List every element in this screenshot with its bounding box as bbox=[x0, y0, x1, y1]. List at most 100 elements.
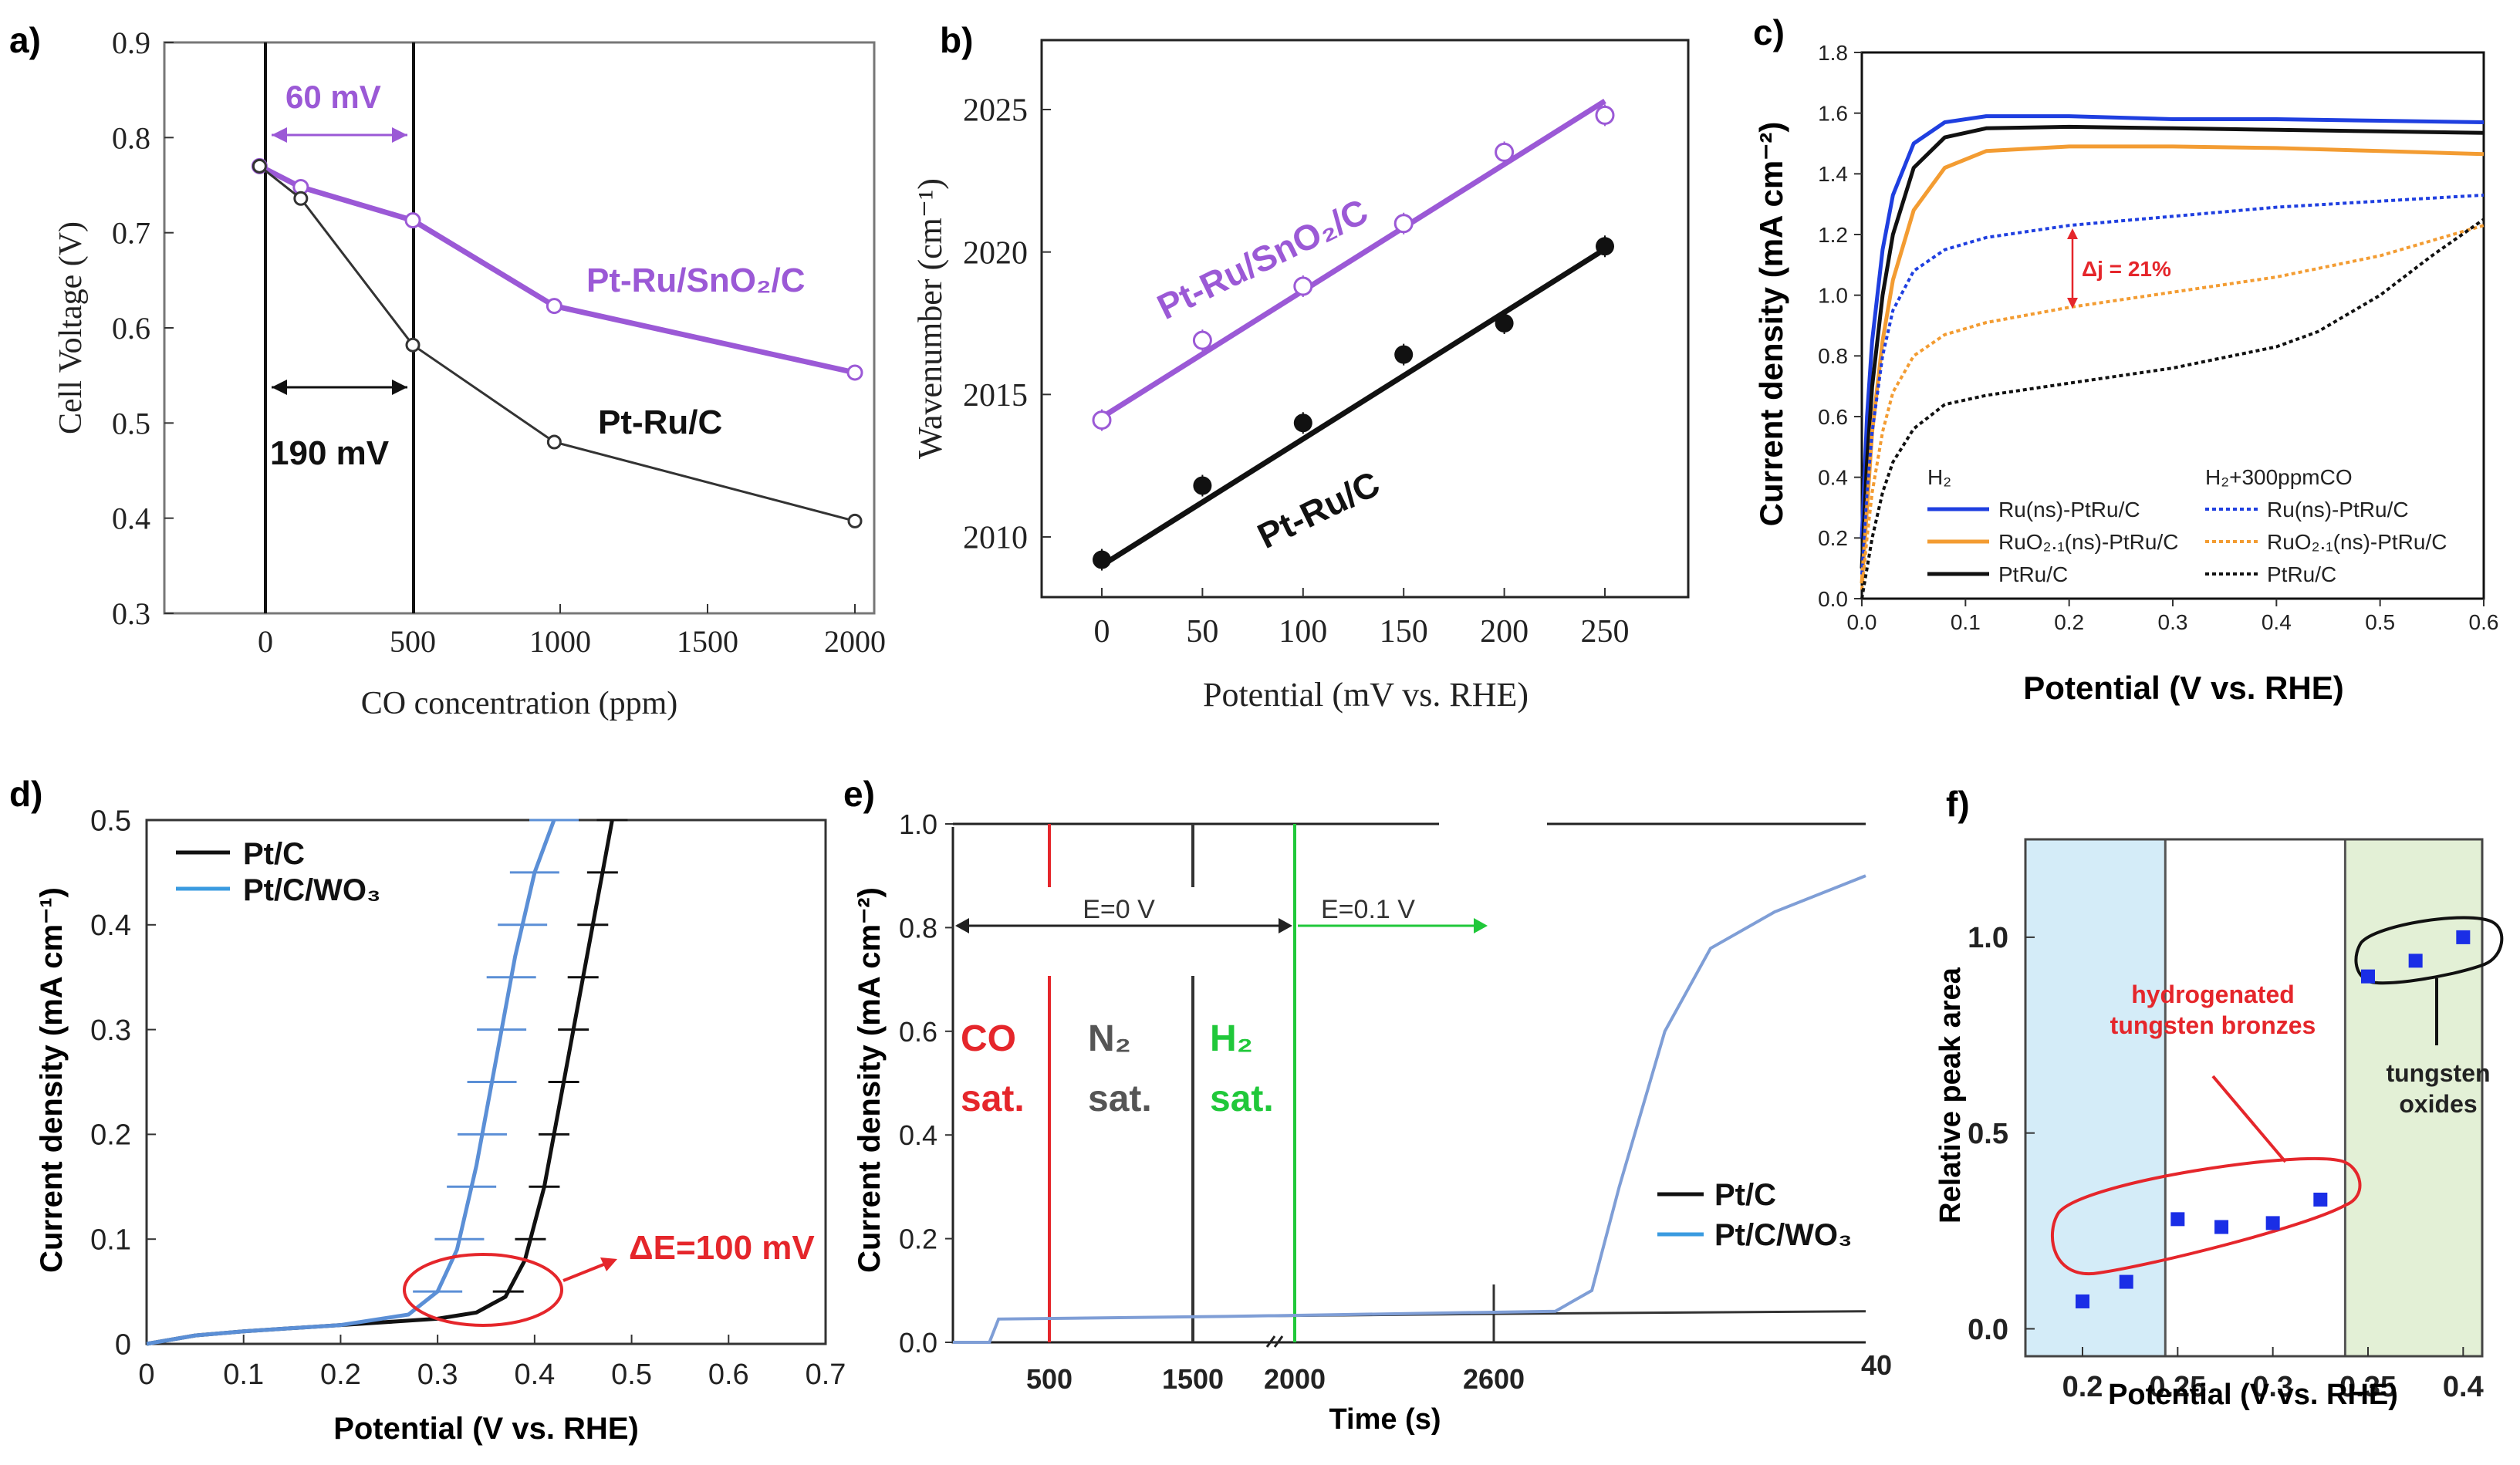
y-tick-label: 0.6 bbox=[112, 311, 150, 346]
panel-b-label-black: Pt-Ru/C bbox=[1252, 463, 1386, 556]
x-tick-label: 0.4 bbox=[2262, 610, 2292, 634]
data-point bbox=[1495, 142, 1515, 162]
panel-c-legend-co-1: Ru(ns)-PtRu/C bbox=[2267, 498, 2409, 522]
x-tick-label: 0.5 bbox=[2365, 610, 2395, 634]
x-tick-label: 0.6 bbox=[2469, 610, 2499, 634]
panel-d-xlabel: Potential (V vs. RHE) bbox=[333, 1412, 639, 1446]
x-tick-label: 0.2 bbox=[2054, 610, 2084, 634]
panel-f-red-enclosure bbox=[2050, 1156, 2362, 1276]
data-point bbox=[1192, 330, 1212, 350]
panel-d-legend-2: Pt/C/WO₃ bbox=[243, 873, 380, 907]
y-tick-label: 1.6 bbox=[1818, 101, 1848, 125]
y-tick-label: 0.6 bbox=[1818, 405, 1848, 429]
panel-d-legend-1: Pt/C bbox=[243, 837, 305, 871]
panel-f-label1a: hydrogenated bbox=[2131, 981, 2295, 1008]
x-tick-label: 150 bbox=[1380, 614, 1428, 650]
panel-c-delta: Δj = 21% bbox=[2082, 257, 2171, 281]
panel-d-y-ticks: 0 0.1 0.2 0.3 0.4 0.5 bbox=[90, 805, 156, 1361]
x-tick-label: 500 bbox=[1026, 1363, 1073, 1395]
x-tick-label: 0.7 bbox=[806, 1359, 846, 1391]
panel-c-legend-co-title: H₂+300ppmCO bbox=[2205, 465, 2353, 489]
panel-c-legend-h2-1: Ru(ns)-PtRu/C bbox=[1998, 498, 2140, 522]
panel-a-label-black: Pt-Ru/C bbox=[598, 403, 722, 441]
y-tick-label: 0.8 bbox=[112, 120, 150, 155]
y-tick-label: 0.4 bbox=[90, 910, 131, 942]
y-tick-label: 1.8 bbox=[1818, 41, 1848, 65]
data-point bbox=[2361, 969, 2375, 984]
panel-e-h2-sat: sat. bbox=[1210, 1078, 1274, 1119]
series-line-pt-c bbox=[953, 1310, 1866, 1344]
panel-a-frame bbox=[163, 41, 876, 615]
panel-d-ellipse bbox=[403, 1253, 563, 1327]
data-point bbox=[2119, 1274, 2133, 1289]
panel-a-black-arrowheads bbox=[272, 380, 407, 395]
series-line-pt-c-wo3 bbox=[146, 819, 556, 1346]
panel-f-frame bbox=[2024, 838, 2484, 1358]
data-point bbox=[1293, 414, 1312, 433]
data-point bbox=[1596, 237, 1614, 256]
x-tick-label: 0.3 bbox=[2252, 1371, 2293, 1403]
data-point bbox=[2170, 1212, 2185, 1227]
panel-a-xlabel: CO concentration (ppm) bbox=[361, 686, 678, 721]
panel-c-legend-co-3: PtRu/C bbox=[2267, 562, 2336, 586]
panel-d-pointer-head bbox=[600, 1257, 617, 1271]
y-tick-label: 0.7 bbox=[112, 216, 150, 251]
panel-f-red-pointer bbox=[2211, 1075, 2287, 1163]
y-tick-label: 0.6 bbox=[899, 1016, 937, 1048]
data-point bbox=[1093, 550, 1111, 569]
y-tick-label: 0.1 bbox=[90, 1224, 131, 1257]
y-tick-label: 0.9 bbox=[112, 25, 150, 60]
x-tick-label: 0.5 bbox=[611, 1359, 652, 1391]
data-point bbox=[1495, 314, 1514, 332]
x-tick-label: 0 bbox=[1094, 614, 1110, 650]
panel-f-x-ticks: 0.2 0.25 0.3 0.35 0.4 bbox=[2062, 1347, 2484, 1403]
panel-c: c) 0.0 0.2 0.4 0.6 0.8 1.0 1.2 1.4 1.6 1.8 0.0 0.1… bbox=[1753, 12, 2498, 706]
y-tick-label: 0.8 bbox=[899, 912, 937, 943]
panel-d: d) 00.10.20.30.40.5 0 0.1 0.2 0.3 0.4 0.5 0.6 0… bbox=[9, 774, 846, 1446]
panel-e-e0: E=0 V bbox=[1083, 895, 1155, 924]
panel-c-label: c) bbox=[1753, 12, 1785, 52]
panel-e-co-sat: sat. bbox=[961, 1078, 1025, 1119]
y-tick-label: 1.4 bbox=[1818, 162, 1848, 186]
x-tick-label: 500 bbox=[390, 624, 436, 659]
x-tick-label: 0.2 bbox=[320, 1359, 361, 1391]
panel-b-y-ticks: 2010 2015 2020 2025 bbox=[963, 93, 1051, 556]
panel-d-delta: ΔE=100 mV bbox=[629, 1229, 815, 1267]
data-point bbox=[2076, 1294, 2089, 1308]
data-point bbox=[252, 158, 267, 174]
y-tick-label: 0.2 bbox=[899, 1224, 937, 1255]
data-point bbox=[1394, 345, 1414, 364]
panel-e-xlabel: Time (s) bbox=[1329, 1403, 1441, 1436]
x-tick-label: 2000 bbox=[1264, 1363, 1326, 1395]
y-tick-label: 0.2 bbox=[90, 1119, 131, 1152]
data-point bbox=[1293, 276, 1313, 296]
panel-e-n2-sat: sat. bbox=[1088, 1078, 1152, 1119]
x-tick-label: 0.1 bbox=[1951, 610, 1981, 634]
panel-a-label-purple: Pt-Ru/SnO₂/C bbox=[586, 262, 806, 299]
data-point bbox=[405, 337, 421, 353]
series-line-1 bbox=[1860, 124, 2485, 569]
panel-e-ylabel: Current density (mA cm⁻²) bbox=[853, 887, 887, 1273]
panel-b-series bbox=[1092, 98, 1615, 571]
y-tick-label: 0.5 bbox=[90, 805, 131, 837]
x-tick-label: 1500 bbox=[1162, 1363, 1224, 1395]
panel-a-190mv: 190 mV bbox=[270, 434, 390, 472]
data-point bbox=[1393, 214, 1414, 234]
panel-a-x-ticks: 0 500 1000 1500 2000 bbox=[258, 604, 886, 659]
x-tick-label: 0.3 bbox=[417, 1359, 458, 1391]
x-tick-label: 40 bbox=[1861, 1349, 1892, 1381]
data-point bbox=[2313, 1192, 2328, 1207]
panel-b-x-ticks: 0 50 100 150 200 250 bbox=[1094, 588, 1630, 650]
panel-f-ylabel: Relative peak area bbox=[1934, 967, 1967, 1224]
panel-e-x-ticks: 500 1500 2000 2600 40 bbox=[1026, 1349, 1892, 1395]
y-tick-label: 0.4 bbox=[1818, 465, 1848, 489]
panel-a-purple-arrowheads bbox=[272, 127, 407, 143]
panel-e-e01-arrowhead bbox=[1474, 918, 1488, 933]
panel-a-y-ticks: 0.3 0.4 0.5 0.6 0.7 0.8 0.9 bbox=[112, 25, 174, 631]
x-tick-label: 0.3 bbox=[2158, 610, 2188, 634]
y-tick-label: 0 bbox=[115, 1328, 131, 1361]
x-tick-label: 0 bbox=[138, 1359, 154, 1391]
y-tick-label: 0.0 bbox=[899, 1327, 937, 1359]
panel-d-series bbox=[146, 819, 628, 1346]
